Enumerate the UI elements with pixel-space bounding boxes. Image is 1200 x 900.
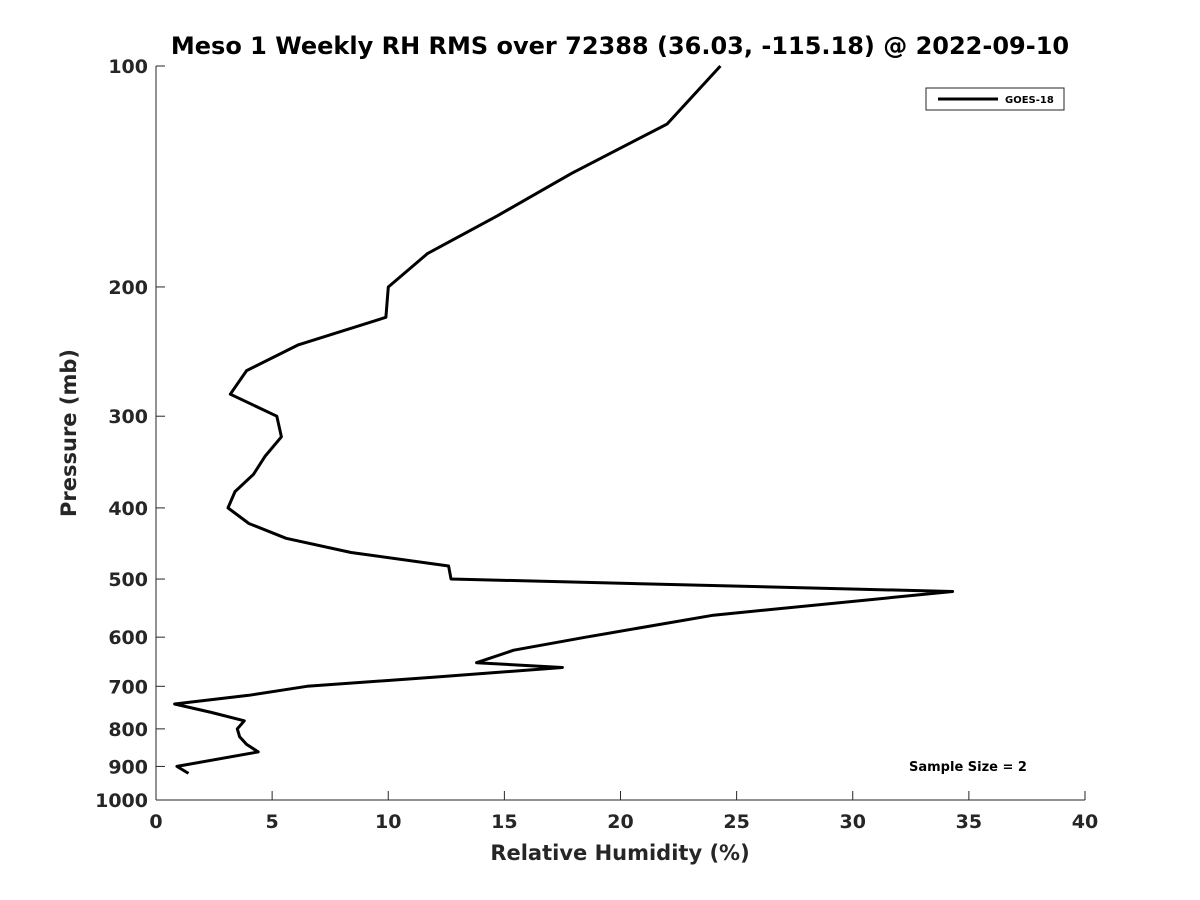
- legend-label-goes-18: GOES-18: [1005, 95, 1054, 106]
- x-tick-label: 5: [266, 811, 279, 833]
- y-tick-label: 900: [108, 756, 148, 778]
- y-tick-label: 500: [108, 569, 148, 591]
- y-tick-label: 600: [108, 627, 148, 649]
- y-tick-label: 100: [108, 56, 148, 78]
- plot-area: 0 5 10 15 20 25 30 35 40 100 200 300 400 500 600 700 80…: [95, 56, 1098, 833]
- y-tick-label: 300: [108, 406, 148, 428]
- y-tick-label: 400: [108, 498, 148, 520]
- y-tick-label: 800: [108, 719, 148, 741]
- series-group: [173, 64, 955, 775]
- x-tick-label: 10: [375, 811, 401, 833]
- chart-title: Meso 1 Weekly RH RMS over 72388 (36.03, …: [171, 32, 1069, 60]
- y-tick-label: 200: [108, 277, 148, 299]
- x-tick-label: 20: [607, 811, 633, 833]
- series-line-goes-18: [173, 64, 955, 775]
- x-axis-label: Relative Humidity (%): [490, 841, 749, 865]
- x-tick-label: 25: [723, 811, 749, 833]
- x-ticks: 0 5 10 15 20 25 30 35 40: [149, 791, 1098, 833]
- x-tick-label: 30: [840, 811, 866, 833]
- y-ticks: 100 200 300 400 500 600 700 800 900 1000: [95, 56, 165, 812]
- x-tick-label: 0: [149, 811, 162, 833]
- y-tick-label: 1000: [95, 790, 148, 812]
- y-axis-label: Pressure (mb): [57, 349, 81, 517]
- y-tick-label: 700: [108, 676, 148, 698]
- x-tick-label: 35: [956, 811, 982, 833]
- x-tick-label: 15: [491, 811, 517, 833]
- sample-size-annotation: Sample Size = 2: [909, 760, 1027, 775]
- x-tick-label: 40: [1072, 811, 1098, 833]
- legend: GOES-18: [925, 87, 1065, 111]
